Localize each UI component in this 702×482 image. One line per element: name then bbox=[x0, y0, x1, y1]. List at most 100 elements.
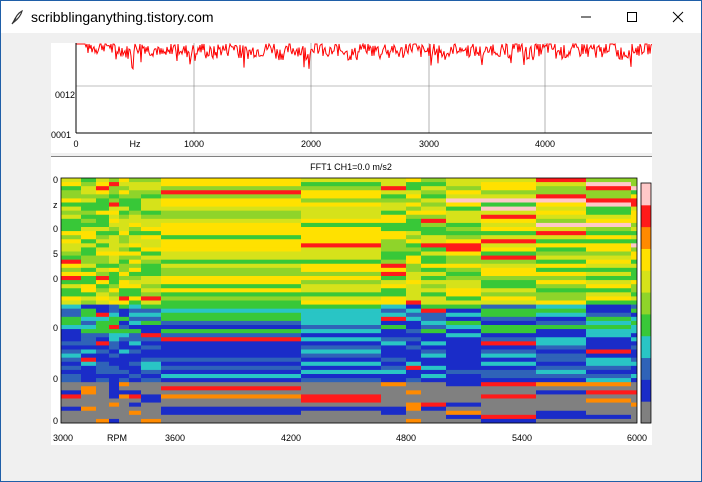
heatmap-cell bbox=[586, 349, 631, 354]
heatmap-cell bbox=[96, 271, 109, 277]
heatmap-cell bbox=[61, 329, 81, 334]
heatmap-cell bbox=[119, 296, 129, 301]
heatmap-cell bbox=[96, 292, 109, 297]
heatmap-cell bbox=[406, 374, 421, 379]
heatmap-cell bbox=[109, 284, 119, 289]
heatmap-cell bbox=[129, 325, 141, 330]
heatmap-cell bbox=[381, 239, 406, 244]
heatmap-cell bbox=[381, 198, 406, 203]
colorbar-frame bbox=[640, 182, 652, 424]
heatmap-cell bbox=[421, 337, 446, 342]
heatmap-cell bbox=[141, 337, 161, 342]
heatmap-cell bbox=[81, 414, 96, 420]
heatmap-cell bbox=[481, 255, 536, 261]
heatmap-cell bbox=[586, 222, 631, 228]
waterfall-chart: FFT1 CH1=0.0 m/s2 0 z 0 5 0 0 0 0 3000 R… bbox=[53, 162, 652, 443]
heatmap-cell bbox=[161, 259, 301, 265]
heatmap-cell bbox=[381, 316, 406, 322]
heatmap-cell bbox=[421, 320, 446, 326]
heatmap-cell bbox=[119, 418, 129, 424]
heatmap-cell bbox=[481, 239, 536, 244]
heatmap-cell bbox=[481, 243, 536, 248]
heatmap-cell bbox=[96, 398, 109, 403]
heatmap-cell bbox=[586, 390, 631, 395]
heatmap-cell bbox=[141, 361, 161, 367]
heatmap-cell bbox=[301, 402, 381, 408]
heatmap-cell bbox=[81, 194, 96, 199]
heatmap-cell bbox=[119, 190, 129, 195]
heatmap-cell bbox=[61, 222, 81, 228]
heatmap-cell bbox=[96, 394, 109, 399]
heatmap-cell bbox=[631, 198, 637, 203]
title-bar[interactable]: scribblinganything.tistory.com bbox=[1, 1, 701, 33]
heatmap-cell bbox=[406, 276, 421, 281]
heatmap-cell bbox=[81, 312, 96, 318]
heatmap-cell bbox=[301, 337, 381, 342]
heatmap-cell bbox=[586, 186, 631, 191]
heatmap-cell bbox=[406, 214, 421, 220]
heatmap-cell bbox=[81, 374, 96, 379]
maximize-button[interactable] bbox=[609, 1, 655, 33]
heatmap-cell bbox=[586, 182, 631, 187]
heatmap-cell bbox=[536, 194, 586, 199]
heatmap-cell bbox=[109, 369, 119, 375]
y-tick-label: 0 bbox=[53, 323, 58, 333]
heatmap-cell bbox=[61, 239, 81, 244]
heatmap-cell bbox=[421, 182, 446, 187]
heatmap-cell bbox=[81, 394, 96, 399]
heatmap-cell bbox=[61, 382, 81, 387]
heatmap-cell bbox=[301, 390, 381, 395]
heatmap-cell bbox=[161, 382, 301, 387]
heatmap-cell bbox=[141, 418, 161, 424]
heatmap-cell bbox=[631, 231, 637, 236]
heatmap-cell bbox=[61, 361, 81, 367]
heatmap-cell bbox=[446, 410, 481, 416]
heatmap-cell bbox=[109, 251, 119, 256]
heatmap-cell bbox=[129, 214, 141, 220]
heatmap-cell bbox=[141, 202, 161, 207]
heatmap-cell bbox=[161, 222, 301, 228]
heatmap-cell bbox=[141, 243, 161, 248]
heatmap-cell bbox=[481, 202, 536, 207]
heatmap-cell bbox=[61, 210, 81, 216]
heatmap-cell bbox=[301, 410, 381, 416]
heatmap-cell bbox=[129, 235, 141, 240]
heatmap-cell bbox=[301, 231, 381, 236]
heatmap-cell bbox=[119, 349, 129, 354]
heatmap-cell bbox=[301, 178, 381, 183]
heatmap-cell bbox=[119, 206, 129, 212]
heatmap-cell bbox=[481, 418, 536, 424]
heatmap-cell bbox=[119, 406, 129, 412]
heatmap-cell bbox=[109, 194, 119, 199]
heatmap-cell bbox=[129, 247, 141, 252]
heatmap-cell bbox=[536, 210, 586, 216]
heatmap-cell bbox=[381, 186, 406, 191]
heatmap-cell bbox=[81, 304, 96, 310]
minimize-button[interactable] bbox=[563, 1, 609, 33]
heatmap-cell bbox=[109, 247, 119, 252]
heatmap-cell bbox=[586, 300, 631, 305]
heatmap-cell bbox=[381, 333, 406, 338]
y-tick-label: 0 bbox=[53, 374, 58, 384]
heatmap-cell bbox=[61, 186, 81, 191]
heatmap-cell bbox=[631, 267, 637, 273]
heatmap-cell bbox=[421, 214, 446, 220]
heatmap-cell bbox=[536, 202, 586, 207]
heatmap-cell bbox=[421, 243, 446, 248]
heatmap-cell bbox=[109, 263, 119, 269]
heatmap-cell bbox=[161, 365, 301, 371]
heatmap-cell bbox=[119, 202, 129, 207]
heatmap-cell bbox=[586, 382, 631, 387]
heatmap-cell bbox=[61, 218, 81, 224]
heatmap-cell bbox=[421, 365, 446, 371]
heatmap-cell bbox=[631, 227, 637, 232]
heatmap-cell bbox=[631, 325, 637, 330]
heatmap-cell bbox=[61, 345, 81, 350]
heatmap-cell bbox=[446, 227, 481, 232]
heatmap-cell bbox=[119, 198, 129, 203]
heatmap-cell bbox=[109, 374, 119, 379]
divider bbox=[51, 156, 652, 157]
heatmap-cell bbox=[381, 235, 406, 240]
close-button[interactable] bbox=[655, 1, 701, 33]
heatmap-cell bbox=[586, 235, 631, 240]
